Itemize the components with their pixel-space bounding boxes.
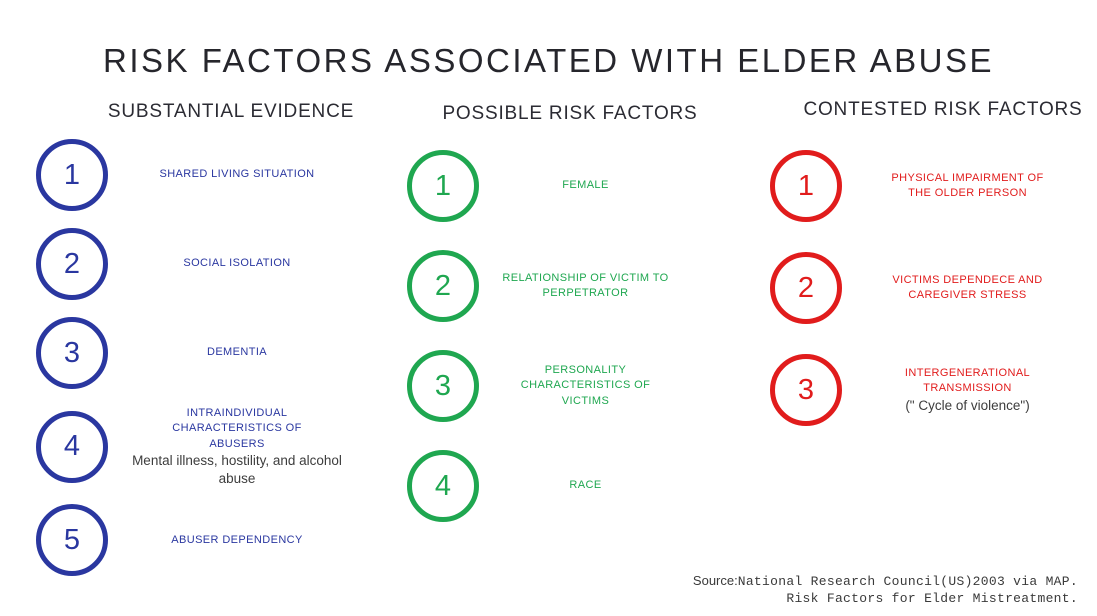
risk-factor-item: 4 INTRAINDIVIDUAL CHARACTERISTICS OF ABU… <box>16 406 366 487</box>
risk-factor-item: 1 FEMALE <box>390 150 710 222</box>
risk-factor-item: 1 PHYSICAL IMPAIRMENT OF THE OLDER PERSO… <box>755 150 1085 222</box>
item-label-group: DEMENTIA <box>108 345 366 360</box>
item-label-group: SOCIAL ISOLATION <box>108 256 366 271</box>
number-circle: 4 <box>407 450 479 522</box>
risk-factor-column: SUBSTANTIAL EVIDENCE 1 SHARED LIVING SIT… <box>16 101 366 577</box>
item-label: SHARED LIVING SITUATION <box>159 168 315 181</box>
number-circle: 3 <box>770 354 842 426</box>
item-label-group: FEMALE <box>479 178 710 193</box>
item-number: 2 <box>63 247 81 280</box>
number-circle: 2 <box>36 228 108 300</box>
number-circle: 2 <box>407 250 479 322</box>
item-label-group: PERSONALITY CHARACTERISTICS OF VICTIMS <box>479 363 710 409</box>
number-circle: 4 <box>36 410 108 483</box>
source-text-1: National Research Council(US)2003 via MA… <box>737 573 1078 589</box>
item-label: RACE <box>569 479 602 492</box>
item-number: 2 <box>434 269 452 302</box>
item-number: 4 <box>63 430 81 463</box>
source-citation: Source:National Research Council(US)2003… <box>693 571 1078 607</box>
risk-factor-item: 1 SHARED LIVING SITUATION <box>16 139 366 211</box>
item-label: FEMALE <box>562 179 609 192</box>
item-number: 5 <box>63 523 81 556</box>
item-label-group: ABUSER DEPENDENCY <box>108 533 366 548</box>
page-title: RISK FACTORS ASSOCIATED WITH ELDER ABUSE <box>103 42 994 79</box>
item-number: 3 <box>434 369 452 402</box>
item-label-group: RELATIONSHIP OF VICTIM TO PERPETRATOR <box>479 271 710 302</box>
column-items: 1 FEMALE 2 RELATIONSHIP OF VICTIM TO PER… <box>390 150 710 522</box>
number-circle: 5 <box>36 504 108 577</box>
item-number: 2 <box>797 271 815 304</box>
number-circle: 1 <box>407 150 479 222</box>
item-label: DEMENTIA <box>206 346 268 359</box>
source-line-1: Source:National Research Council(US)2003… <box>693 571 1078 591</box>
number-circle: 3 <box>36 317 108 389</box>
column-header: SUBSTANTIAL EVIDENCE <box>107 101 355 122</box>
item-sublabel: (" Cycle of violence") <box>905 397 1030 413</box>
risk-factor-item: 3 INTERGENERATIONAL TRANSMISSION (" Cycl… <box>755 354 1085 426</box>
column-items: 1 PHYSICAL IMPAIRMENT OF THE OLDER PERSO… <box>755 150 1085 426</box>
item-label-group: RACE <box>479 478 710 493</box>
risk-factor-item: 2 VICTIMS DEPENDECE AND CAREGIVER STRESS <box>755 252 1085 324</box>
risk-factor-item: 3 PERSONALITY CHARACTERISTICS OF VICTIMS <box>390 350 710 422</box>
source-line-2: Risk Factors for Elder Mistreatment. <box>786 590 1078 606</box>
risk-factor-item: 2 RELATIONSHIP OF VICTIM TO PERPETRATOR <box>390 250 710 322</box>
item-label: ABUSER DEPENDENCY <box>171 533 303 546</box>
item-label: PHYSICAL IMPAIRMENT OF THE OLDER PERSON <box>891 171 1044 199</box>
risk-factor-item: 4 RACE <box>390 450 710 522</box>
item-number: 1 <box>797 169 815 202</box>
item-sublabel: Mental illness, hostility, and alcohol a… <box>132 453 342 486</box>
item-label: INTERGENERATIONAL TRANSMISSION <box>904 366 1031 395</box>
item-label-group: VICTIMS DEPENDECE AND CAREGIVER STRESS <box>842 273 1085 304</box>
item-number: 1 <box>63 158 81 191</box>
item-label: VICTIMS DEPENDECE AND CAREGIVER STRESS <box>892 273 1043 301</box>
risk-factor-item: 2 SOCIAL ISOLATION <box>16 228 366 300</box>
item-label: INTRAINDIVIDUAL CHARACTERISTICS OF ABUSE… <box>172 407 302 450</box>
risk-factor-column: POSSIBLE RISK FACTORS 1 FEMALE 2 RELATIO… <box>390 103 710 522</box>
source-prefix: Source: <box>692 572 738 588</box>
risk-factor-item: 5 ABUSER DEPENDENCY <box>16 504 366 577</box>
number-circle: 2 <box>770 252 842 324</box>
item-label-group: SHARED LIVING SITUATION <box>108 167 366 182</box>
risk-factor-item: 3 DEMENTIA <box>16 317 366 389</box>
item-label-group: PHYSICAL IMPAIRMENT OF THE OLDER PERSON <box>842 171 1085 202</box>
item-number: 3 <box>797 373 815 406</box>
item-label-group: INTERGENERATIONAL TRANSMISSION (" Cycle … <box>842 366 1085 414</box>
item-number: 1 <box>434 169 452 202</box>
number-circle: 1 <box>36 139 108 211</box>
item-number: 3 <box>63 336 81 369</box>
item-label: RELATIONSHIP OF VICTIM TO PERPETRATOR <box>502 271 669 299</box>
item-number: 4 <box>434 469 452 502</box>
item-label: PERSONALITY CHARACTERISTICS OF VICTIMS <box>520 363 651 407</box>
number-circle: 1 <box>770 150 842 222</box>
number-circle: 3 <box>407 350 479 422</box>
item-label-group: INTRAINDIVIDUAL CHARACTERISTICS OF ABUSE… <box>108 406 366 487</box>
column-items: 1 SHARED LIVING SITUATION 2 SOCIAL ISOLA… <box>16 139 366 577</box>
item-label: SOCIAL ISOLATION <box>183 257 291 270</box>
risk-factor-column: CONTESTED RISK FACTORS 1 PHYSICAL IMPAIR… <box>755 99 1085 426</box>
column-header: CONTESTED RISK FACTORS <box>803 99 1083 120</box>
column-header: POSSIBLE RISK FACTORS <box>442 103 698 124</box>
